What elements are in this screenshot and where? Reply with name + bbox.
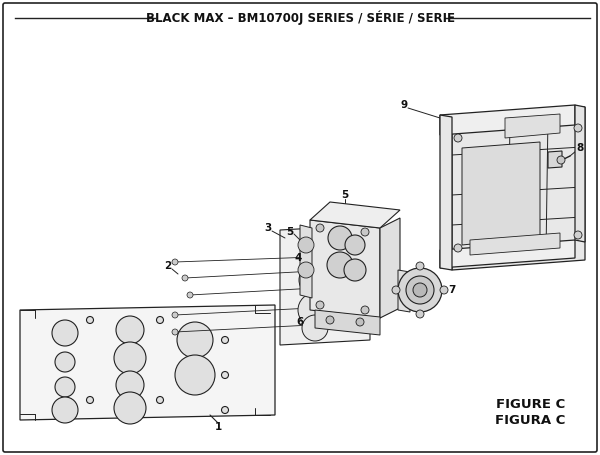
Polygon shape [470, 233, 560, 255]
Circle shape [361, 306, 369, 314]
Polygon shape [315, 310, 380, 335]
Text: 8: 8 [577, 143, 584, 153]
Circle shape [177, 322, 213, 358]
Circle shape [52, 320, 78, 346]
Circle shape [52, 397, 78, 423]
Text: 1: 1 [214, 422, 221, 432]
Polygon shape [452, 107, 585, 270]
Circle shape [301, 236, 329, 264]
Text: 3: 3 [265, 223, 272, 233]
Polygon shape [440, 115, 452, 270]
Circle shape [327, 252, 353, 278]
Circle shape [221, 371, 229, 379]
Polygon shape [310, 220, 380, 318]
Circle shape [574, 231, 582, 239]
Circle shape [557, 156, 565, 164]
Circle shape [116, 316, 144, 344]
Circle shape [440, 286, 448, 294]
Polygon shape [440, 240, 575, 268]
Text: 9: 9 [400, 100, 407, 110]
Circle shape [187, 292, 193, 298]
Circle shape [157, 396, 163, 404]
Circle shape [182, 275, 188, 281]
Circle shape [333, 293, 357, 317]
Circle shape [454, 134, 462, 142]
Text: BLACK MAX – BM10700J SERIES / SÉRIE / SERIE: BLACK MAX – BM10700J SERIES / SÉRIE / SE… [146, 11, 455, 25]
Circle shape [334, 234, 356, 256]
Circle shape [86, 317, 94, 324]
Text: FIGURA C: FIGURA C [494, 414, 565, 426]
Circle shape [114, 392, 146, 424]
Circle shape [175, 355, 215, 395]
Circle shape [116, 371, 144, 399]
Polygon shape [462, 142, 540, 245]
Circle shape [345, 235, 365, 255]
Polygon shape [440, 105, 575, 135]
Circle shape [454, 244, 462, 252]
Circle shape [332, 262, 358, 288]
Circle shape [302, 315, 328, 341]
Polygon shape [505, 114, 560, 138]
Text: 5: 5 [341, 190, 349, 200]
Circle shape [406, 276, 434, 304]
Circle shape [114, 342, 146, 374]
Circle shape [361, 228, 369, 236]
Circle shape [316, 224, 324, 232]
Circle shape [392, 286, 400, 294]
Circle shape [574, 124, 582, 132]
Text: FIGURE C: FIGURE C [496, 399, 565, 411]
Circle shape [298, 237, 314, 253]
Polygon shape [310, 202, 400, 228]
Circle shape [398, 268, 442, 312]
Circle shape [416, 310, 424, 318]
Circle shape [416, 262, 424, 270]
Circle shape [157, 317, 163, 324]
Circle shape [221, 337, 229, 344]
Circle shape [316, 301, 324, 309]
FancyBboxPatch shape [3, 3, 597, 452]
Circle shape [299, 264, 331, 296]
Circle shape [413, 283, 427, 297]
Circle shape [344, 259, 366, 281]
Text: 5: 5 [286, 227, 293, 237]
Circle shape [172, 329, 178, 335]
Polygon shape [20, 305, 275, 420]
Circle shape [55, 352, 75, 372]
Polygon shape [380, 218, 400, 318]
Polygon shape [280, 225, 370, 345]
Polygon shape [548, 151, 562, 168]
Circle shape [298, 293, 332, 327]
Polygon shape [300, 225, 312, 298]
Text: 6: 6 [296, 317, 304, 327]
Circle shape [326, 316, 334, 324]
Circle shape [55, 377, 75, 397]
Text: 2: 2 [164, 261, 172, 271]
Circle shape [298, 262, 314, 278]
Circle shape [86, 396, 94, 404]
Circle shape [356, 318, 364, 326]
Polygon shape [575, 105, 585, 242]
Circle shape [221, 406, 229, 414]
Text: 7: 7 [448, 285, 455, 295]
Circle shape [328, 226, 352, 250]
Circle shape [172, 312, 178, 318]
Text: 4: 4 [295, 253, 302, 263]
Circle shape [172, 259, 178, 265]
Polygon shape [398, 270, 410, 312]
